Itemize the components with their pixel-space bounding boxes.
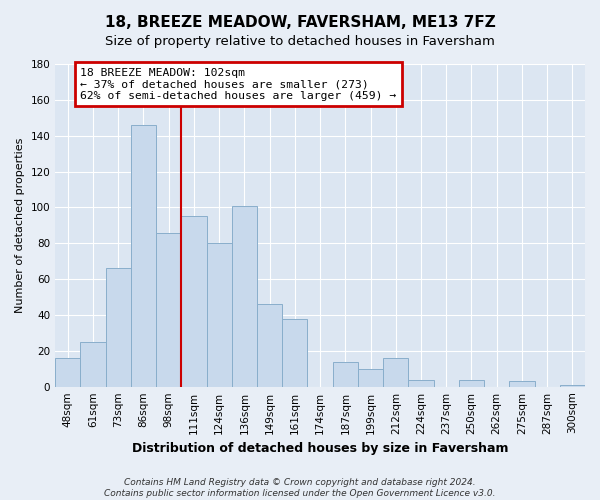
Bar (206, 244, 232, 386)
Bar (459, 380, 484, 386)
Bar (232, 206, 257, 386)
Text: Size of property relative to detached houses in Faversham: Size of property relative to detached ho… (105, 35, 495, 48)
Bar (509, 382, 535, 386)
Bar (332, 362, 358, 386)
Bar (257, 304, 282, 386)
Bar (560, 385, 585, 386)
X-axis label: Distribution of detached houses by size in Faversham: Distribution of detached houses by size … (132, 442, 508, 455)
Bar (181, 216, 206, 386)
Bar (80, 342, 106, 386)
Bar (131, 125, 156, 386)
Bar (282, 318, 307, 386)
Text: 18 BREEZE MEADOW: 102sqm
← 37% of detached houses are smaller (273)
62% of semi-: 18 BREEZE MEADOW: 102sqm ← 37% of detach… (80, 68, 397, 101)
Bar (383, 358, 409, 386)
Text: Contains HM Land Registry data © Crown copyright and database right 2024.
Contai: Contains HM Land Registry data © Crown c… (104, 478, 496, 498)
Bar (106, 268, 131, 386)
Bar (55, 358, 80, 386)
Y-axis label: Number of detached properties: Number of detached properties (15, 138, 25, 313)
Bar (358, 369, 383, 386)
Bar (409, 380, 434, 386)
Bar (156, 232, 181, 386)
Text: 18, BREEZE MEADOW, FAVERSHAM, ME13 7FZ: 18, BREEZE MEADOW, FAVERSHAM, ME13 7FZ (104, 15, 496, 30)
